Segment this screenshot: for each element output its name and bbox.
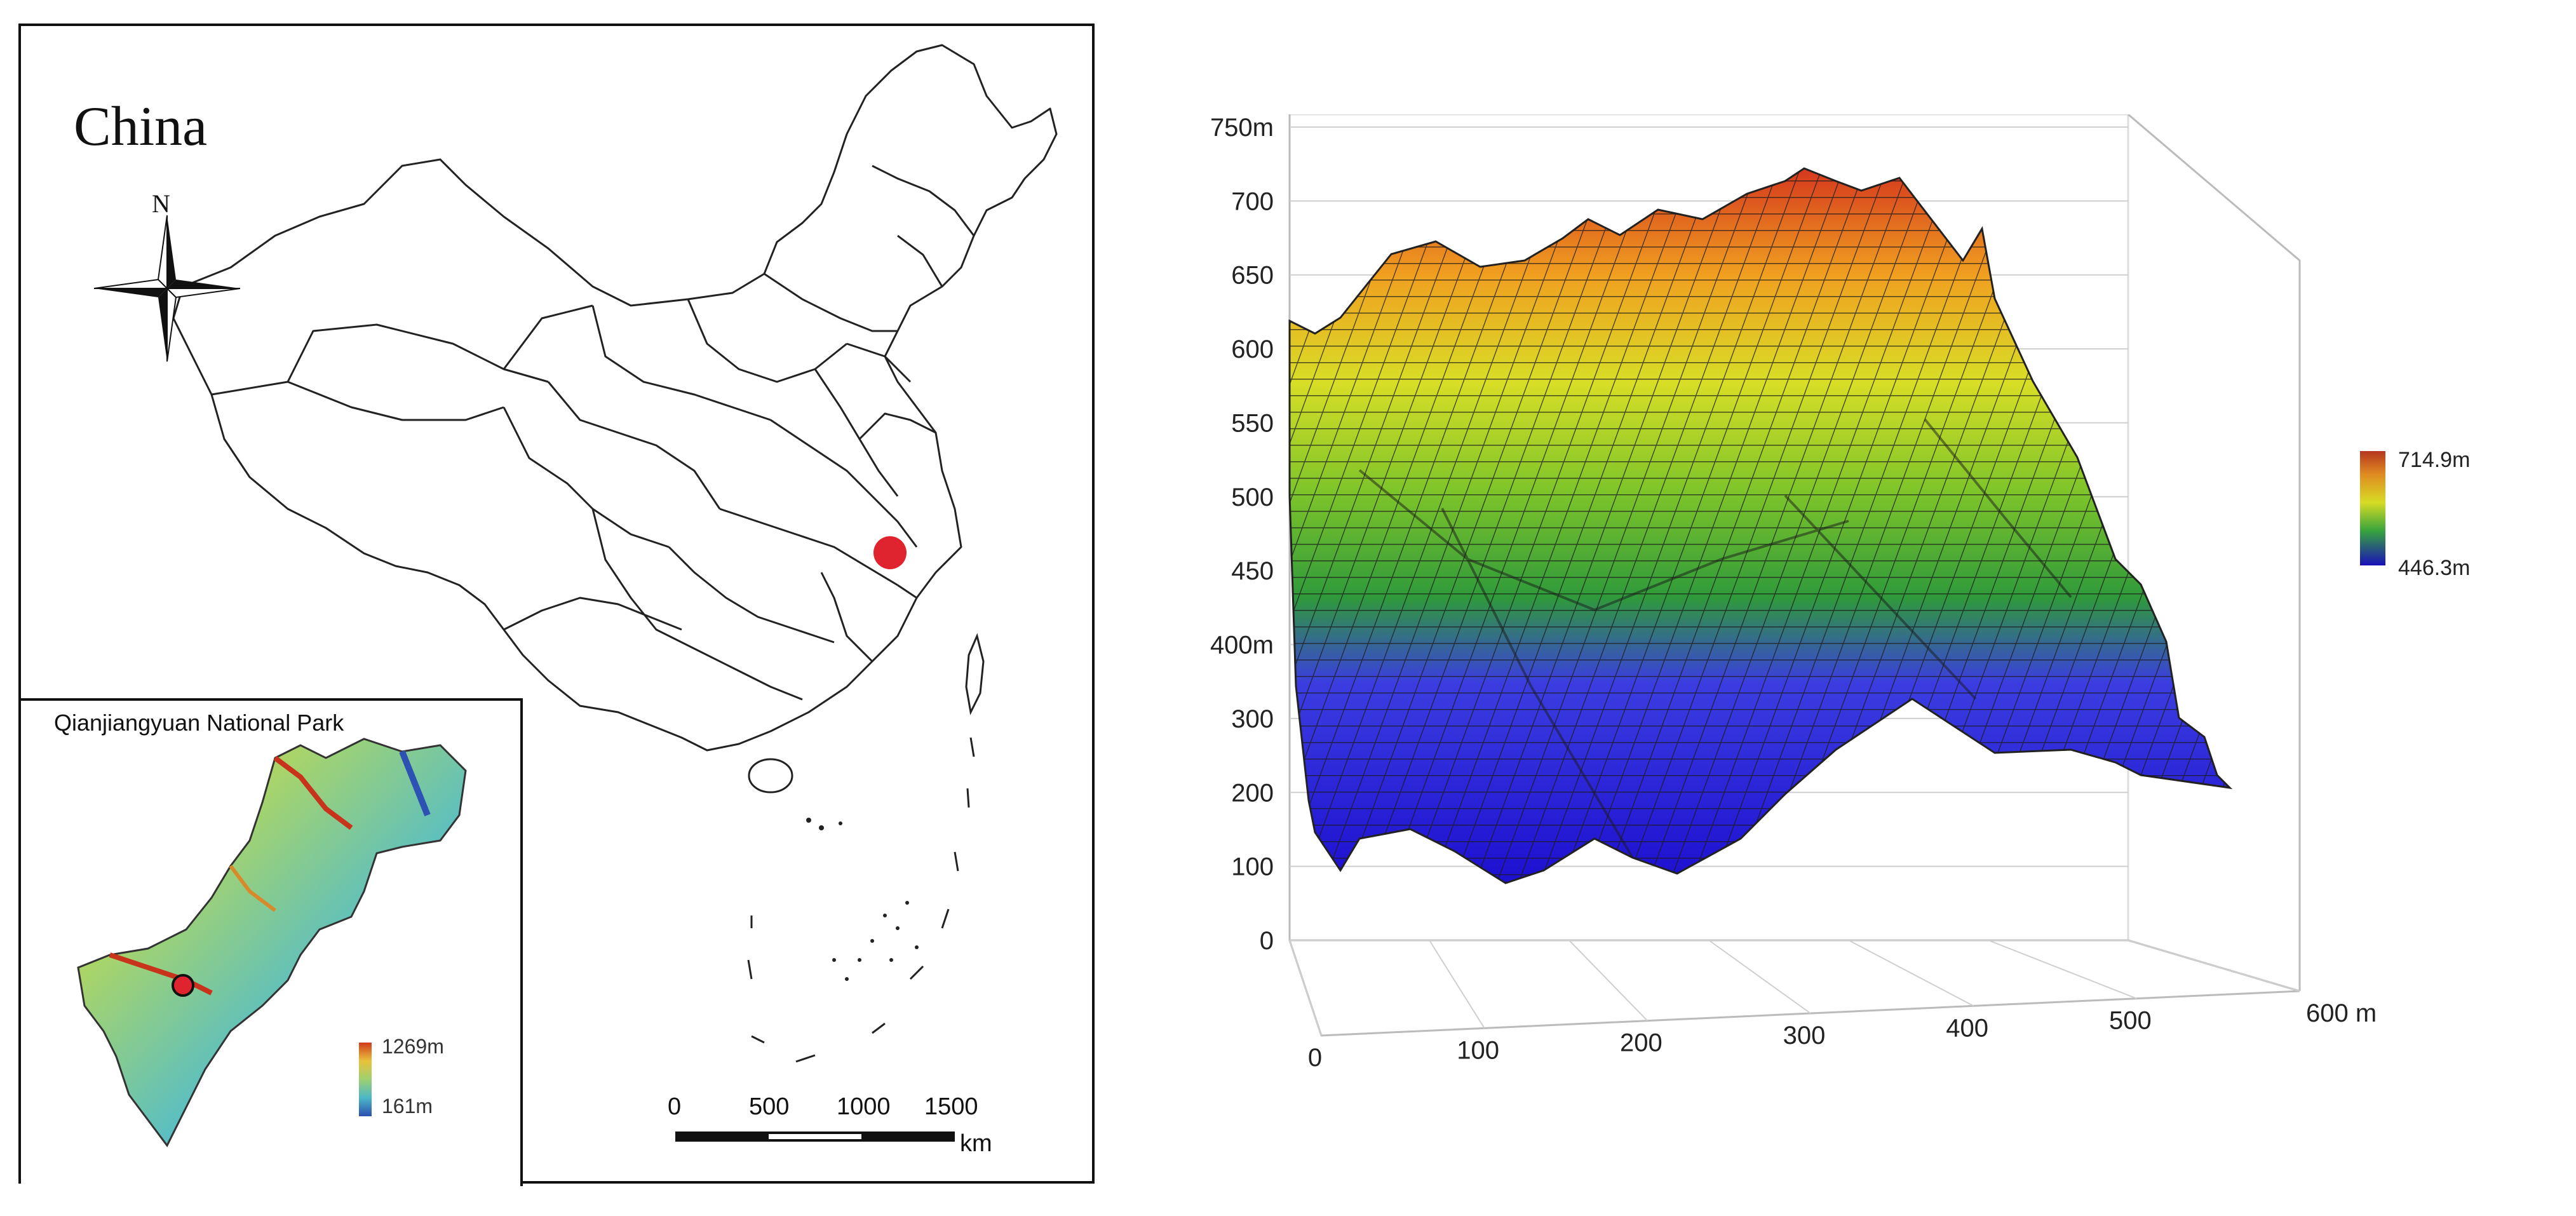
x-tick-label: 100	[1457, 1036, 1499, 1064]
island-dots	[806, 818, 919, 981]
scale-bar	[675, 1132, 955, 1142]
scale-tick-0: 0	[668, 1093, 682, 1120]
north-label: N	[152, 189, 170, 218]
china-map-panel: China N 0 500 1000 1500 km Qianjiangyuan…	[18, 24, 1095, 1186]
x-grid-line	[1708, 940, 1811, 1014]
park-boundary	[77, 738, 467, 1147]
x-grid-line	[1429, 940, 1485, 1029]
park-inset-map: Qianjiangyuan National Park	[21, 698, 523, 1186]
x-grid-line	[1568, 940, 1649, 1022]
x-grid-line	[1289, 940, 1322, 1036]
x-tick-label: 500	[2109, 1007, 2152, 1035]
park-location-marker	[873, 536, 907, 569]
scale-tick-500: 500	[749, 1093, 790, 1120]
inset-title: Qianjiangyuan National Park	[54, 710, 344, 736]
z-tick-label: 700	[1231, 187, 1274, 215]
surface-legend-bar	[2360, 451, 2385, 565]
park-site-marker	[172, 974, 194, 997]
compass-rose-icon	[93, 215, 241, 362]
z-tick-label: 600	[1231, 335, 1274, 363]
surface-legend-min: 446.3m	[2398, 556, 2470, 580]
park-elevation-map	[77, 738, 467, 1147]
x-axis-ticks: 0 100 200 300 400 500 600 m	[1308, 999, 2377, 1072]
x-grid-line	[1988, 940, 2137, 999]
x-tick-label: 300	[1783, 1022, 1826, 1050]
surface-legend-max: 714.9m	[2398, 448, 2470, 472]
z-tick-label: 200	[1231, 779, 1274, 807]
x-tick-label: 600 m	[2306, 999, 2377, 1027]
country-boundary	[172, 44, 1058, 752]
elevation-surface-chart: 750m 700 650 600 550 500 450 400m 300 200 100 0 0 10…	[1150, 114, 2566, 1093]
taiwan-island	[965, 633, 985, 715]
ridge-lines	[1358, 418, 2072, 859]
x-tick-label: 200	[1620, 1029, 1662, 1057]
x-tick-label: 0	[1308, 1044, 1322, 1072]
z-tick-label: 300	[1231, 705, 1274, 733]
scale-tick-1000: 1000	[837, 1093, 891, 1120]
inset-legend-min: 161m	[382, 1095, 433, 1118]
z-tick-label: 500	[1231, 483, 1274, 511]
x-grid-line	[2128, 940, 2300, 992]
z-tick-label: 550	[1231, 409, 1274, 437]
x-grid-line	[1848, 940, 1974, 1007]
inset-legend-max: 1269m	[382, 1035, 444, 1058]
z-tick-label: 750m	[1210, 114, 1274, 142]
z-tick-label: 650	[1231, 262, 1274, 290]
scale-unit: km	[960, 1130, 992, 1157]
surface-plot: 750m 700 650 600 550 500 450 400m 300 200 100 0 0 10…	[1210, 114, 2470, 1072]
z-axis-ticks: 750m 700 650 600 550 500 450 400m 300 200 100 0	[1210, 114, 1274, 955]
z-tick-label: 450	[1231, 557, 1274, 585]
inset-legend-bar	[359, 1043, 372, 1116]
z-tick-label: 100	[1231, 853, 1274, 881]
map-title: China	[74, 96, 208, 158]
z-tick-label: 0	[1260, 927, 1274, 955]
hainan-island	[748, 758, 793, 794]
china-outline-map	[93, 44, 1058, 1142]
scale-tick-1500: 1500	[924, 1093, 978, 1120]
x-tick-label: 400	[1946, 1014, 1988, 1042]
z-tick-label: 400m	[1210, 632, 1274, 659]
surface-mesh	[1290, 168, 2230, 883]
south-sea-islands	[747, 737, 975, 1063]
